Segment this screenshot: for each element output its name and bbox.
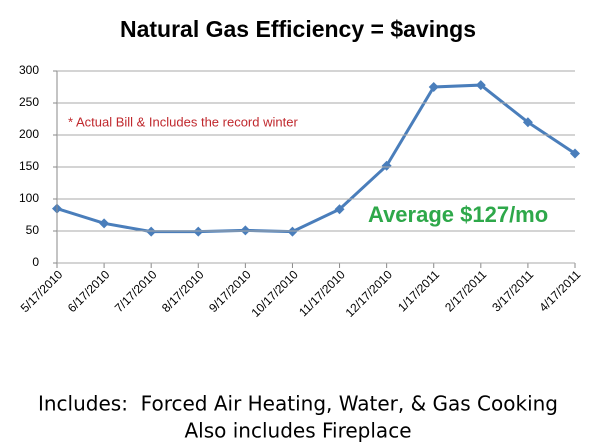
x-tick-label: 10/17/2010 [248, 267, 301, 320]
y-tick-label: 200 [19, 127, 39, 141]
x-tick-label: 11/17/2010 [296, 267, 348, 319]
x-tick-label: 6/17/2010 [65, 267, 113, 315]
x-tick-label: 8/17/2010 [159, 267, 207, 315]
x-tick-label: 12/17/2010 [343, 267, 396, 320]
y-tick-label: 0 [32, 255, 39, 269]
chart-title: Natural Gas Efficiency = $avings [120, 16, 476, 42]
x-tick-label: 7/17/2010 [112, 267, 160, 315]
x-tick-label: 2/17/2011 [442, 267, 489, 314]
x-tick-label: 1/17/2011 [395, 267, 442, 314]
x-tick-label: 9/17/2010 [206, 267, 254, 315]
y-tick-label: 150 [19, 159, 39, 173]
y-tick-label: 250 [19, 95, 39, 109]
annotation: Average $127/mo [368, 202, 548, 227]
y-tick-label: 100 [19, 191, 39, 205]
y-tick-label: 50 [26, 223, 40, 237]
footer-text: Also includes Fireplace [185, 419, 412, 443]
x-tick-label: 3/17/2011 [489, 267, 536, 314]
x-tick-label: 5/17/2010 [18, 267, 66, 315]
line [56, 83, 576, 234]
footer-text: Includes: Forced Air Heating, Water, & G… [38, 392, 558, 416]
annotation: * Actual Bill & Includes the record wint… [68, 114, 298, 129]
x-tick-label: 4/17/2011 [536, 267, 583, 314]
y-tick-label: 300 [19, 63, 39, 77]
